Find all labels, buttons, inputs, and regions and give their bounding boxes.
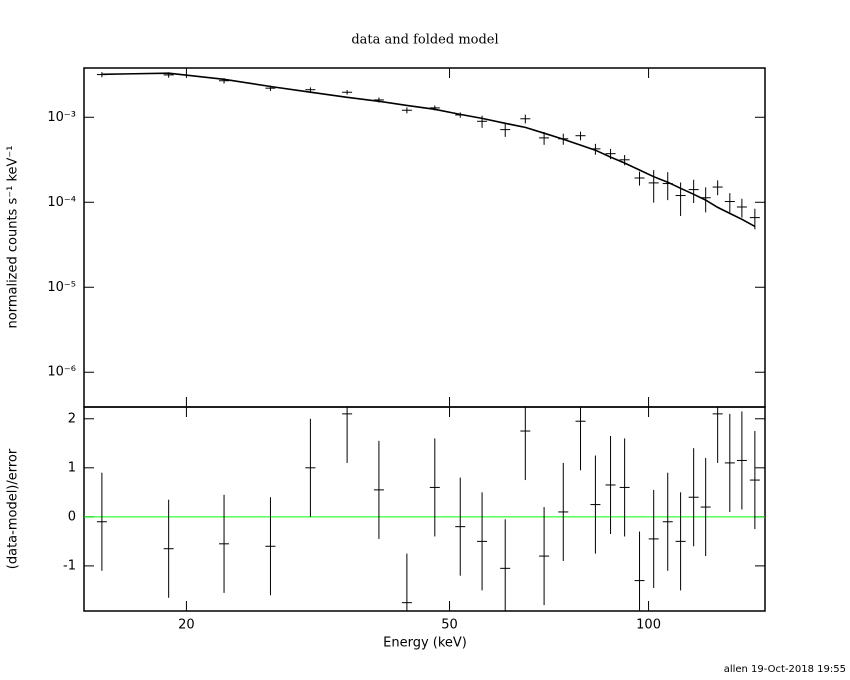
plot-frame [83, 406, 766, 612]
y-tick-label: 10⁻⁵ [47, 280, 76, 295]
y-tick-label: -1 [63, 558, 76, 573]
x-tick-label: 20 [178, 618, 195, 633]
y-tick-label: 10⁻³ [47, 110, 76, 125]
footer: allen 19-Oct-2018 19:55 [724, 664, 846, 675]
x-tick-label: 100 [636, 618, 661, 633]
chart-title: data and folded model [351, 33, 498, 48]
y-tick-label: 2 [68, 411, 76, 426]
y-tick-label: 10⁻⁶ [47, 365, 76, 380]
x-axis-label: Energy (keV) [383, 636, 467, 651]
y-tick-label: 1 [68, 460, 76, 475]
y-axis-label: normalized counts s⁻¹ keV⁻¹ [6, 146, 21, 329]
y-tick-label: 0 [68, 509, 76, 524]
y-tick-label: 10⁻⁴ [47, 195, 76, 210]
model-line [101, 72, 756, 228]
x-tick-label: 50 [441, 618, 458, 633]
y-axis-label: (data-model)/error [6, 448, 21, 569]
